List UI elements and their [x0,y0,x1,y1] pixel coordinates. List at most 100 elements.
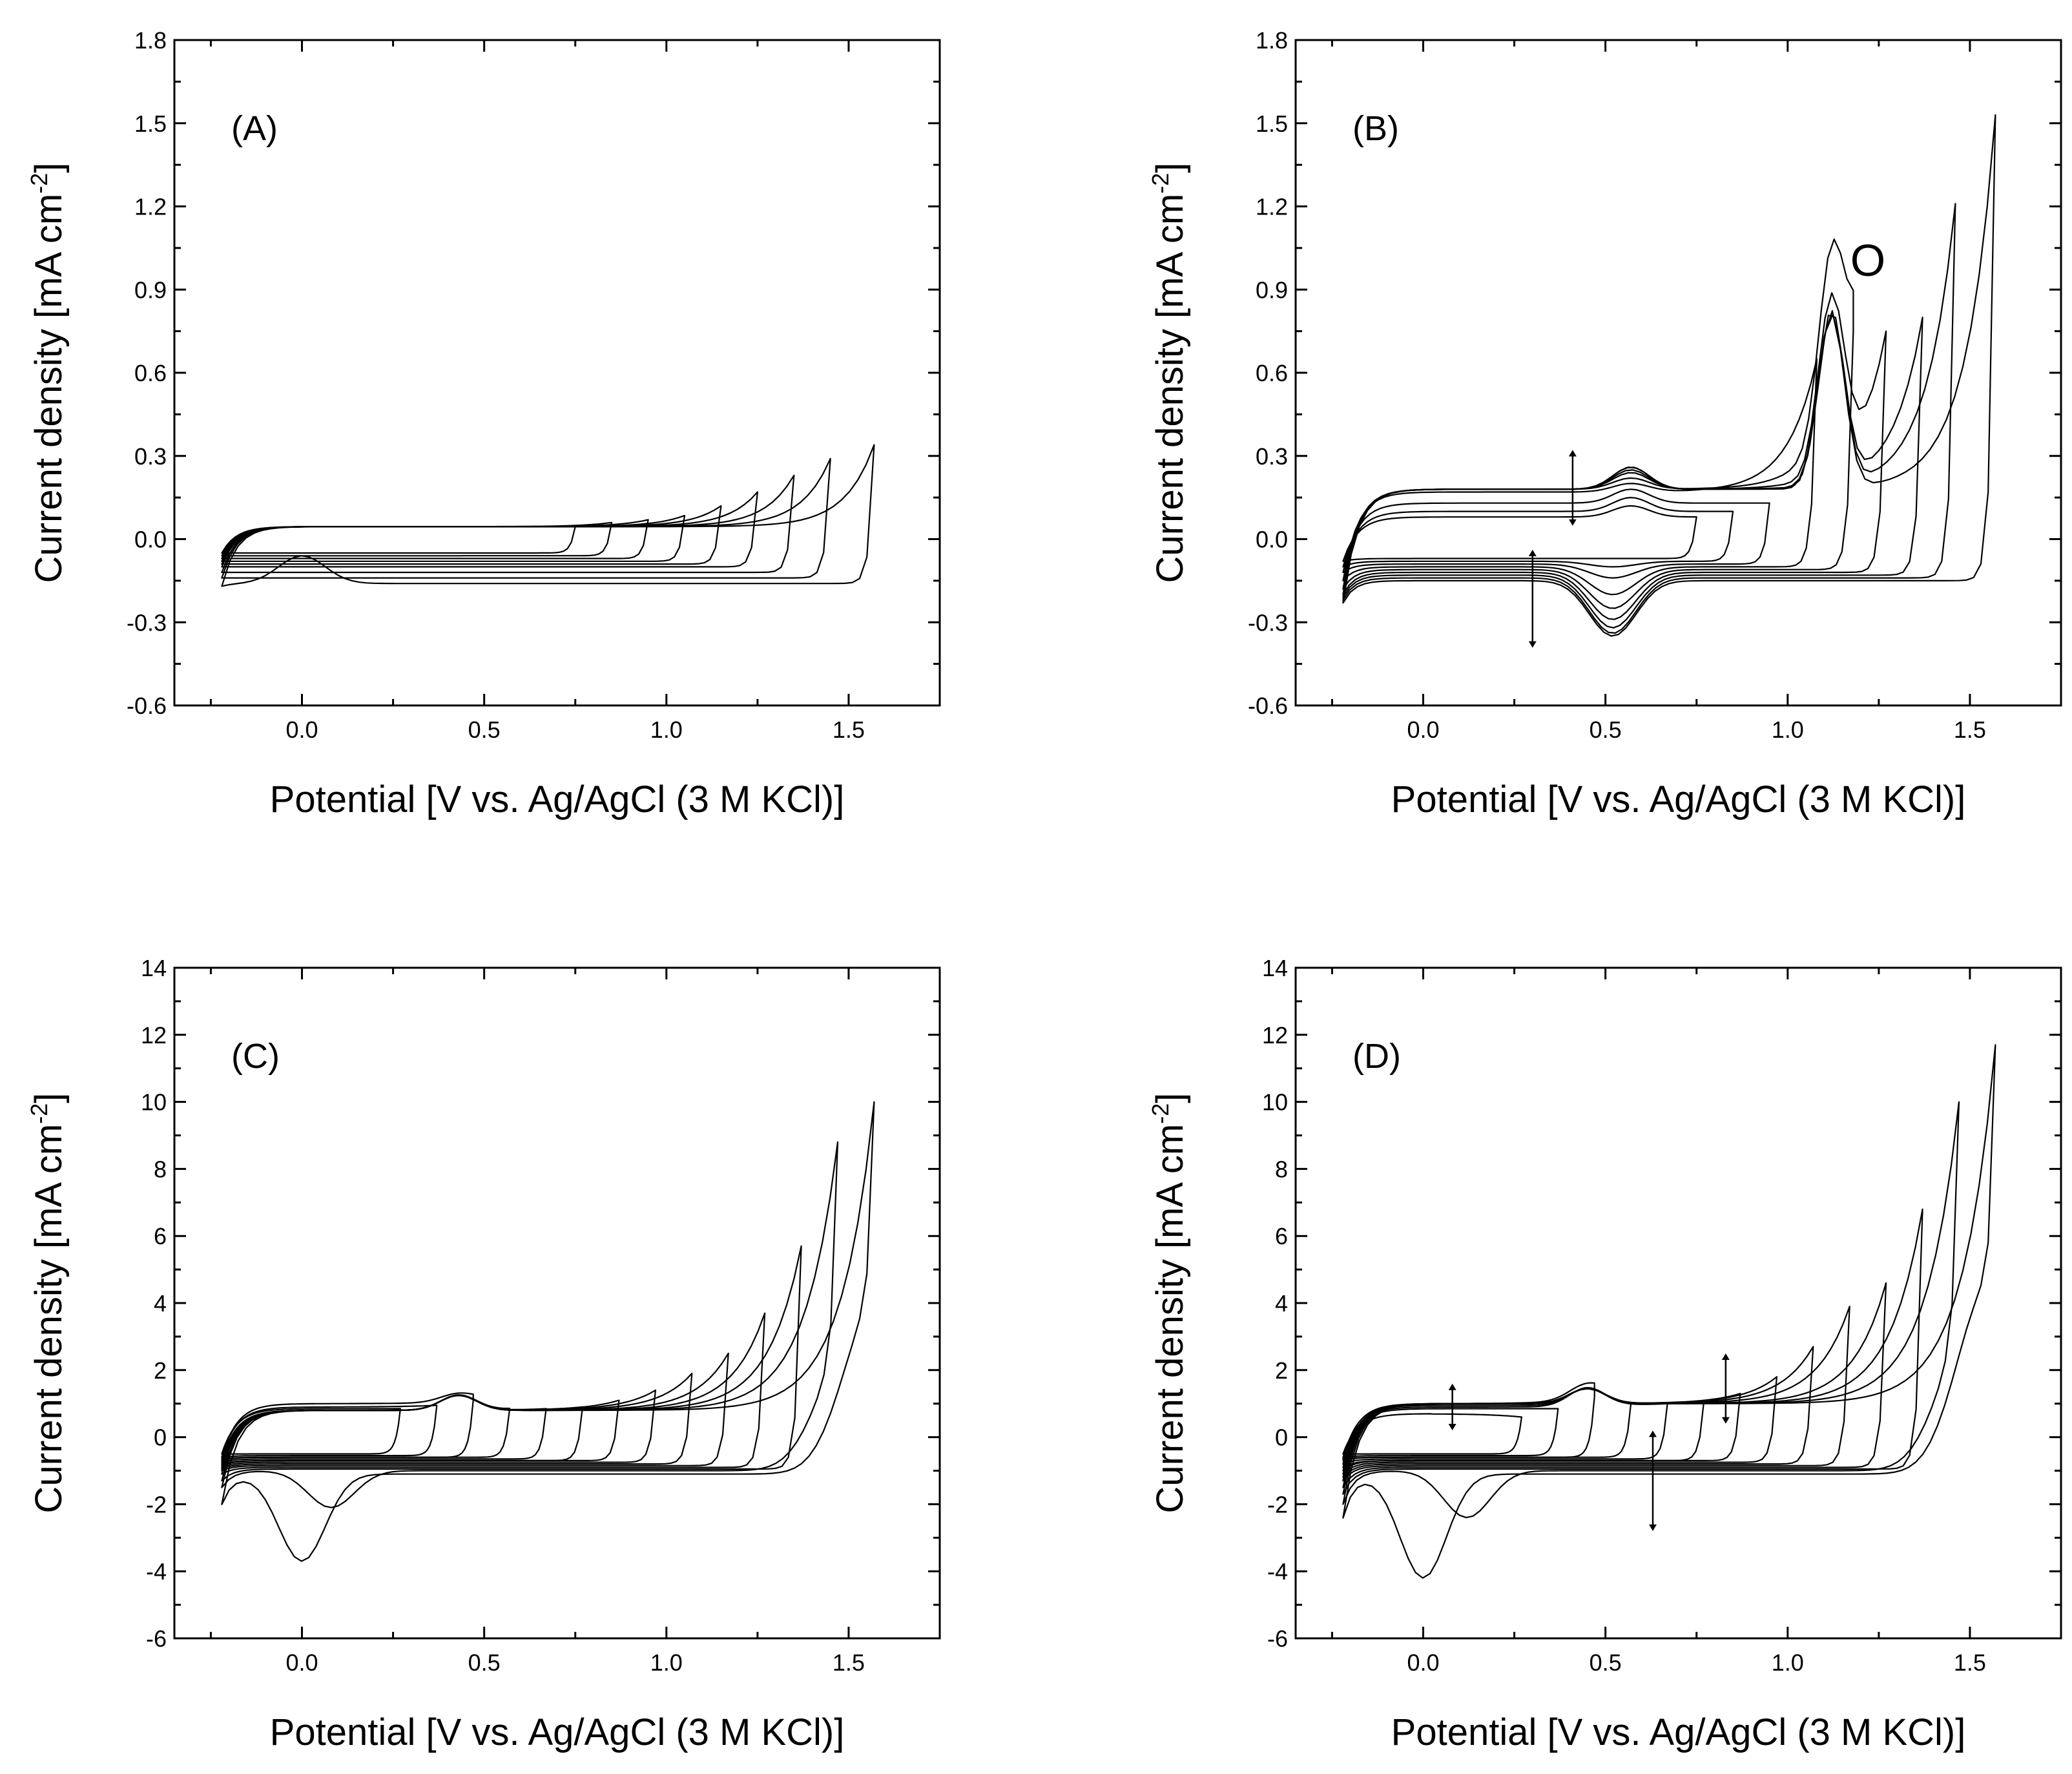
y-tick-label: 0.0 [1256,527,1288,553]
y-tick-label: 0.6 [134,360,167,386]
y-axis-label-main: Current density [mA cm [1149,194,1191,583]
cv-cycle-line [1342,1208,1923,1495]
x-tick-label: 1.5 [1954,716,1986,743]
y-tick-label: 0.9 [134,277,167,303]
y-tick-label: 0 [154,1424,167,1451]
y-tick-label: -2 [1267,1491,1288,1518]
y-tick-label: 1.5 [1256,110,1288,137]
y-tick-label: -0.3 [1248,609,1288,636]
y-tick-label: -6 [1267,1625,1288,1652]
y-tick-label: 8 [154,1156,167,1182]
y-tick-label: 4 [1275,1290,1288,1317]
cv-cycle-line [221,444,875,587]
cv-cycle-line [1342,497,1734,568]
cv-cycle-line [221,526,576,554]
plot-frame [173,39,941,707]
y-tick-label: 14 [1262,955,1288,981]
cv-cycle-line [221,514,686,562]
y-tick-label: -4 [1267,1558,1288,1585]
y-axis-label-superscript: -2 [1147,173,1174,194]
y-tick-label: -6 [146,1625,167,1652]
y-tick-label: 0.0 [134,527,167,553]
y-axis-label: Current density [mA cm-2] [26,1093,70,1514]
y-axis-label-superscript: -2 [26,173,52,194]
panel-label: (C) [231,1037,280,1076]
x-tick-label: 0.5 [1590,1649,1622,1676]
x-tick-label: 0.0 [285,1649,318,1676]
panel-a: 0.0 0.5 1.0 1.5 -0.6 -0.3 0.0 0.3 0.6 0.9 1.2 1.5 1.… [26,27,941,820]
y-tick-label: 1.2 [134,194,167,220]
cv-cycle-line [1342,292,1887,620]
x-tick-label: 1.5 [833,716,865,743]
y-axis-label-main: Current density [mA cm [1149,1124,1191,1514]
x-tick-label: 1.0 [1772,1649,1804,1676]
x-tick-label: 0.0 [285,716,318,743]
panel-d: 0.0 0.5 1.0 1.5 -6 -4 -2 0 2 4 6 8 10 12 14 Potential [… [1147,955,2062,1753]
cv-cycle-line [221,1408,401,1455]
x-tick-label: 1.5 [1954,1649,1986,1676]
y-axis-label-main: Current density [mA cm [28,1124,70,1514]
cv-cycle-line [221,1141,839,1508]
cv-cycle-line [1342,1386,1632,1461]
cv-cycle-line [1342,505,1697,562]
y-axis-label: Current density [mA cm-2] [1147,1093,1191,1514]
y-axis-label-main: Current density [mA cm [28,194,70,583]
y-tick-label: 0 [1275,1424,1288,1451]
x-tick-label: 1.5 [833,1649,865,1676]
cv-cycle-line [1342,1044,1996,1579]
x-axis-label: Potential [V vs. Ag/AgCl (3 M KCl)] [270,1711,845,1753]
panel-c: 0.0 0.5 1.0 1.5 -6 -4 -2 0 2 4 6 8 10 12 14 Potential [… [26,955,941,1753]
y-tick-label: 14 [141,955,167,981]
cv-cycle-line [221,1245,802,1482]
x-axis-label: Potential [V vs. Ag/AgCl (3 M KCl)] [1391,778,1966,820]
y-tick-label: 12 [1262,1022,1288,1049]
y-tick-label: 0.3 [134,443,167,470]
y-tick-label: 6 [1275,1223,1288,1249]
y-axis-label-close: ] [28,1093,70,1103]
cv-cycle-line [221,1394,511,1461]
y-tick-label: 0.9 [1256,277,1288,303]
x-tick-label: 1.0 [650,716,683,743]
cv-cycle-line [1342,358,1818,596]
cv-cycle-line [1342,1413,1522,1455]
panel-label: (D) [1352,1037,1401,1076]
y-tick-label: 10 [1262,1089,1288,1116]
cv-cycle-line [1342,238,1854,609]
panel-label: (A) [231,109,278,148]
x-tick-label: 1.0 [1772,716,1804,743]
cv-cycle-line [221,1372,693,1470]
y-tick-label: 8 [1275,1156,1288,1182]
cv-cycle-line [221,1101,875,1562]
y-axis-label-superscript: -2 [1147,1103,1174,1124]
cv-cycle-line [221,1404,438,1458]
y-tick-label: 2 [154,1357,167,1384]
y-tick-label: -0.6 [127,693,167,719]
x-tick-label: 0.0 [1407,1649,1439,1676]
y-tick-label: 12 [141,1022,167,1049]
y-tick-label: 1.5 [134,110,167,137]
y-tick-label: 4 [154,1290,167,1317]
cv-cycle-line [221,1352,729,1472]
x-axis-label: Potential [V vs. Ag/AgCl (3 M KCl)] [270,778,845,820]
cv-cycle-line [1342,488,1770,579]
y-axis-label-close: ] [1149,163,1191,173]
plot-frame [1294,39,2062,707]
y-tick-label: 1.8 [1256,27,1288,54]
y-axis-label: Current density [mA cm-2] [26,163,70,583]
y-tick-label: 1.2 [1256,194,1288,220]
plot-frame [173,966,941,1640]
y-tick-label: 10 [141,1089,167,1116]
y-axis-label-close: ] [28,163,70,173]
y-axis-label: Current density [mA cm-2] [1147,163,1191,583]
y-tick-label: 1.8 [134,27,167,54]
y-tick-label: 6 [154,1223,167,1249]
y-tick-label: -0.6 [1248,693,1288,719]
x-tick-label: 1.0 [650,1649,683,1676]
y-tick-label: -0.3 [127,609,167,636]
y-tick-label: -2 [146,1491,167,1518]
y-tick-label: 0.6 [1256,360,1288,386]
x-tick-label: 0.5 [468,716,501,743]
y-axis-label-superscript: -2 [26,1103,52,1124]
panel-b: 0.0 0.5 1.0 1.5 -0.6 -0.3 0.0 0.3 0.6 0.9 1.2 1.5 1.… [1147,27,2062,820]
